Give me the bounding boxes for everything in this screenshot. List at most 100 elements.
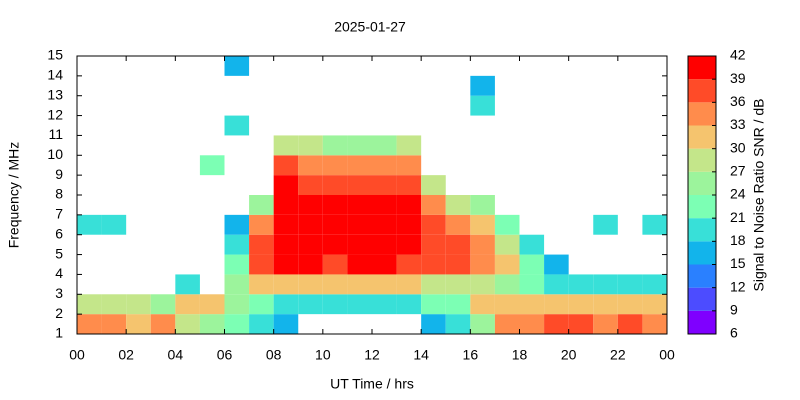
heatmap-cell bbox=[249, 294, 274, 315]
heatmap-cell bbox=[224, 274, 250, 295]
heatmap-cell bbox=[421, 175, 446, 195]
heatmap-cell bbox=[126, 294, 151, 315]
heatmap-cell bbox=[249, 195, 274, 215]
colorbar-tick-label: 6 bbox=[730, 325, 738, 341]
y-tick-label: 14 bbox=[47, 67, 63, 83]
heatmap-cell bbox=[617, 294, 643, 315]
colorbar-tick-label: 18 bbox=[730, 232, 746, 248]
chart-title: 2025-01-27 bbox=[334, 19, 406, 35]
heatmap-cell bbox=[544, 314, 569, 334]
heatmap-cell bbox=[175, 314, 200, 334]
heatmap-cell bbox=[519, 314, 545, 334]
colorbar-tick-label: 21 bbox=[730, 209, 746, 225]
heatmap-cell bbox=[617, 274, 643, 295]
heatmap-cell bbox=[175, 274, 200, 295]
heatmap-cell bbox=[273, 254, 299, 275]
y-tick-label: 15 bbox=[47, 47, 63, 63]
heatmap-cell bbox=[642, 274, 667, 295]
colorbar-tick-label: 30 bbox=[730, 139, 746, 155]
colorbar-swatch bbox=[688, 79, 716, 103]
heatmap-cell bbox=[494, 214, 520, 235]
heatmap-cell bbox=[273, 274, 299, 295]
x-tick-label: 06 bbox=[217, 347, 233, 363]
y-tick-label: 1 bbox=[55, 325, 63, 341]
heatmap-cell bbox=[519, 234, 545, 255]
colorbar-swatch bbox=[688, 310, 716, 334]
heatmap-cell bbox=[322, 155, 348, 176]
heatmap-cell bbox=[273, 294, 299, 315]
y-tick-label: 8 bbox=[55, 186, 63, 202]
heatmap-cell bbox=[568, 274, 594, 295]
heatmap-cell bbox=[421, 294, 446, 315]
heatmap-cell bbox=[298, 175, 323, 195]
colorbar-tick-label: 9 bbox=[730, 302, 738, 318]
heatmap-cell bbox=[298, 294, 323, 315]
heatmap-cell bbox=[224, 115, 250, 136]
heatmap-cell bbox=[126, 314, 151, 334]
heatmap-cell bbox=[470, 254, 495, 275]
heatmap-cell bbox=[322, 294, 348, 315]
heatmap-cell bbox=[273, 175, 299, 195]
heatmap-cell bbox=[519, 294, 545, 315]
heatmap-cell bbox=[445, 214, 471, 235]
heatmap-cell bbox=[396, 155, 422, 176]
colorbar-swatch bbox=[688, 195, 716, 219]
heatmap-cell bbox=[199, 155, 225, 176]
heatmap-cell bbox=[396, 135, 422, 156]
colorbar-swatch bbox=[688, 287, 716, 311]
heatmap-cell bbox=[445, 195, 471, 215]
heatmap-cell bbox=[273, 314, 299, 334]
heatmap-cell bbox=[249, 254, 274, 275]
colorbar-tick-label: 27 bbox=[730, 163, 746, 179]
heatmap-cell bbox=[642, 294, 667, 315]
colorbar-tick-label: 24 bbox=[730, 186, 746, 202]
heatmap-cell bbox=[298, 135, 323, 156]
heatmap-cell bbox=[273, 195, 299, 215]
heatmap-cell bbox=[396, 294, 422, 315]
y-tick-label: 6 bbox=[55, 225, 63, 241]
heatmap-cell bbox=[421, 234, 446, 255]
colorbar-swatch bbox=[688, 148, 716, 172]
heatmap-cell bbox=[224, 314, 250, 334]
heatmap-cell bbox=[470, 294, 495, 315]
heatmap-cell bbox=[249, 234, 274, 255]
colorbar-swatch bbox=[688, 264, 716, 288]
colorbar-swatch bbox=[688, 56, 716, 80]
heatmap-cell bbox=[224, 214, 250, 235]
heatmap-cell bbox=[150, 294, 176, 315]
heatmap-cell bbox=[568, 294, 594, 315]
heatmap-cell bbox=[77, 294, 102, 315]
heatmap-cell bbox=[273, 155, 299, 176]
colorbar-swatch bbox=[688, 102, 716, 126]
heatmap-cell bbox=[322, 175, 348, 195]
heatmap-cell bbox=[224, 254, 250, 275]
x-tick-label: 16 bbox=[463, 347, 479, 363]
heatmap-cell bbox=[445, 294, 471, 315]
heatmap-cell bbox=[199, 294, 225, 315]
heatmap-cell bbox=[544, 274, 569, 295]
y-tick-label: 3 bbox=[55, 285, 63, 301]
heatmap-cell bbox=[322, 254, 348, 275]
heatmap-cell bbox=[273, 234, 299, 255]
colorbar-tick-label: 15 bbox=[730, 255, 746, 271]
heatmap-cell bbox=[494, 314, 520, 334]
heatmap-cell bbox=[519, 274, 545, 295]
heatmap-cell bbox=[372, 274, 397, 295]
heatmap-cell bbox=[470, 95, 495, 116]
heatmap-cell bbox=[470, 234, 495, 255]
heatmap-cell bbox=[445, 254, 471, 275]
heatmap-cell bbox=[396, 175, 422, 195]
heatmap-cell bbox=[101, 314, 127, 334]
heatmap-cell bbox=[347, 294, 372, 315]
heatmap-cell bbox=[347, 254, 372, 275]
heatmap-cell bbox=[298, 195, 323, 215]
heatmap-cell bbox=[298, 214, 323, 235]
heatmap-cell bbox=[77, 214, 102, 235]
colorbar-tick-label: 42 bbox=[730, 47, 746, 63]
x-tick-label: 18 bbox=[512, 347, 528, 363]
heatmap-cell bbox=[470, 314, 495, 334]
heatmap-cell bbox=[372, 294, 397, 315]
heatmap-cell bbox=[298, 254, 323, 275]
heatmap-cell bbox=[224, 294, 250, 315]
heatmap-cell bbox=[421, 195, 446, 215]
